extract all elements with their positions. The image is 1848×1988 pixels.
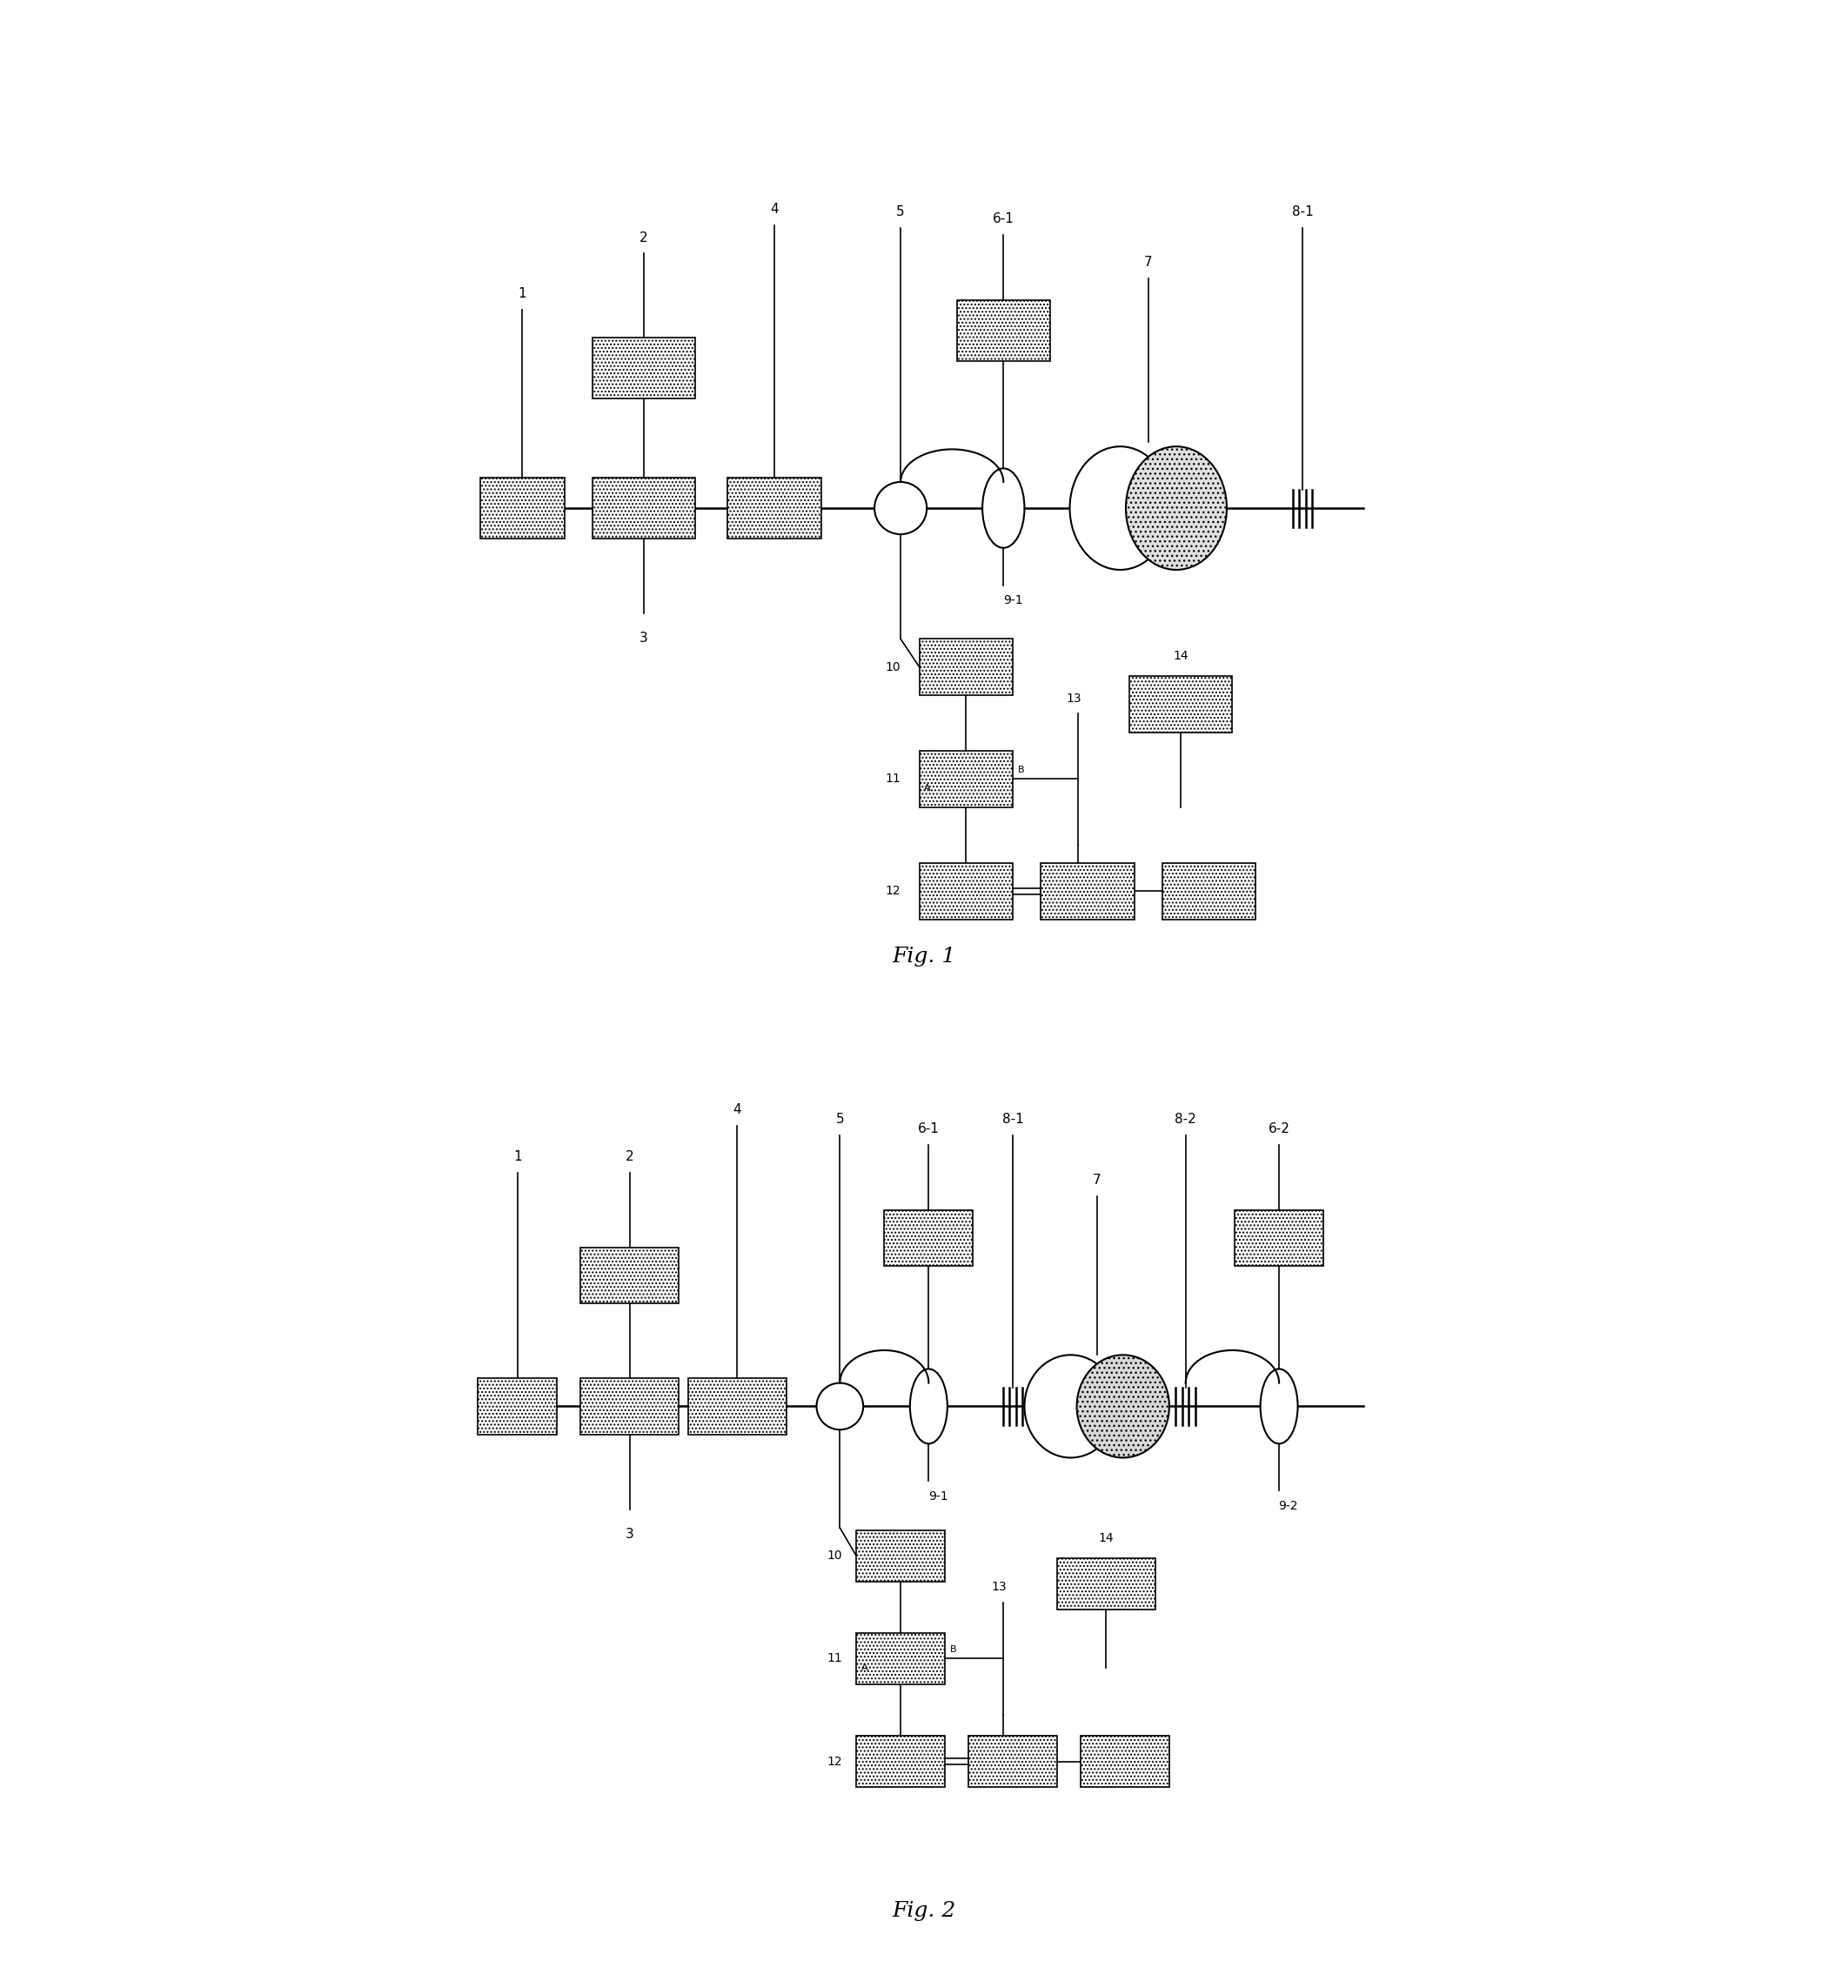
FancyBboxPatch shape <box>918 863 1013 918</box>
FancyBboxPatch shape <box>580 1378 678 1433</box>
Text: 10: 10 <box>885 660 900 674</box>
Circle shape <box>874 481 928 535</box>
Text: 14: 14 <box>1098 1533 1114 1545</box>
FancyBboxPatch shape <box>885 1211 974 1266</box>
FancyBboxPatch shape <box>856 1736 944 1787</box>
Text: 9-1: 9-1 <box>1003 594 1022 606</box>
Text: 7: 7 <box>1092 1173 1101 1187</box>
Text: 7: 7 <box>1144 256 1153 268</box>
Text: 9-2: 9-2 <box>1279 1499 1297 1513</box>
FancyBboxPatch shape <box>1057 1559 1155 1610</box>
FancyBboxPatch shape <box>856 1632 944 1684</box>
Text: B: B <box>1018 765 1024 773</box>
FancyBboxPatch shape <box>856 1531 944 1582</box>
Text: 2: 2 <box>639 231 649 245</box>
FancyBboxPatch shape <box>1081 1736 1170 1787</box>
Text: 1: 1 <box>514 1151 521 1163</box>
Text: 6-1: 6-1 <box>918 1123 939 1135</box>
FancyBboxPatch shape <box>593 338 695 398</box>
Text: 8-1: 8-1 <box>1002 1113 1024 1125</box>
Text: B: B <box>950 1644 955 1654</box>
FancyBboxPatch shape <box>687 1378 785 1433</box>
Text: 12: 12 <box>826 1755 843 1767</box>
Text: 6-1: 6-1 <box>992 213 1015 225</box>
FancyBboxPatch shape <box>968 1736 1057 1787</box>
Ellipse shape <box>1125 447 1227 571</box>
FancyBboxPatch shape <box>479 1378 558 1433</box>
Text: 4: 4 <box>771 203 778 217</box>
Text: 4: 4 <box>734 1103 741 1117</box>
Text: A: A <box>861 1664 867 1672</box>
Text: 3: 3 <box>639 632 649 644</box>
Text: 13: 13 <box>1066 692 1081 704</box>
FancyBboxPatch shape <box>918 751 1013 807</box>
FancyBboxPatch shape <box>728 477 821 539</box>
Ellipse shape <box>1077 1356 1170 1457</box>
Ellipse shape <box>983 469 1024 549</box>
FancyBboxPatch shape <box>957 300 1050 362</box>
Text: 5: 5 <box>896 205 906 219</box>
Text: 11: 11 <box>826 1652 843 1664</box>
FancyBboxPatch shape <box>580 1248 678 1304</box>
Text: A: A <box>924 783 931 793</box>
Text: 11: 11 <box>885 773 900 785</box>
Ellipse shape <box>1070 447 1170 571</box>
Text: Fig. 1: Fig. 1 <box>893 946 955 966</box>
Ellipse shape <box>1024 1356 1116 1457</box>
Ellipse shape <box>909 1370 948 1443</box>
Text: 2: 2 <box>625 1151 634 1163</box>
Text: 13: 13 <box>991 1580 1007 1592</box>
FancyBboxPatch shape <box>480 477 564 539</box>
FancyBboxPatch shape <box>1234 1211 1323 1266</box>
FancyBboxPatch shape <box>1129 676 1233 732</box>
Text: 14: 14 <box>1173 650 1188 662</box>
Circle shape <box>817 1384 863 1429</box>
FancyBboxPatch shape <box>1040 863 1135 918</box>
Text: 3: 3 <box>625 1527 634 1541</box>
Text: 5: 5 <box>835 1113 845 1125</box>
Text: 6-2: 6-2 <box>1268 1123 1290 1135</box>
Text: 10: 10 <box>826 1551 843 1563</box>
Ellipse shape <box>1260 1370 1297 1443</box>
Text: 1: 1 <box>517 286 527 300</box>
FancyBboxPatch shape <box>1162 863 1255 918</box>
Text: 8-2: 8-2 <box>1175 1113 1196 1125</box>
Text: 9-1: 9-1 <box>928 1491 948 1503</box>
Text: 12: 12 <box>885 885 900 897</box>
Text: Fig. 2: Fig. 2 <box>893 1901 955 1920</box>
FancyBboxPatch shape <box>918 638 1013 696</box>
FancyBboxPatch shape <box>593 477 695 539</box>
Text: 8-1: 8-1 <box>1292 205 1314 219</box>
